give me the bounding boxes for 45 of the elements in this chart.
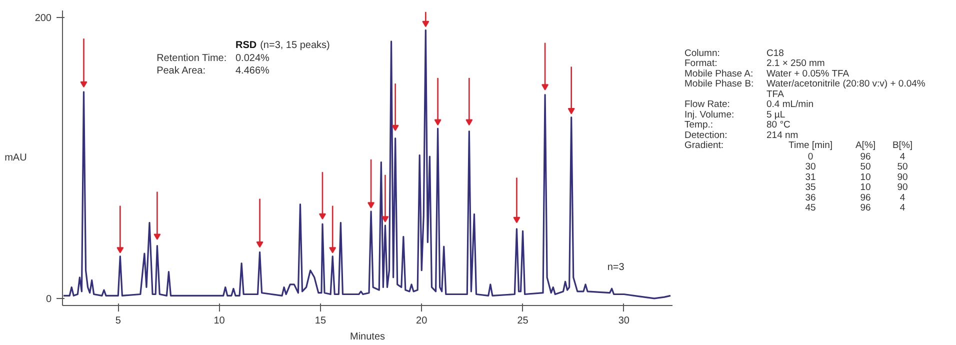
point (434, 119, 442, 126)
y-tick-label: 200 (34, 13, 52, 24)
x-tick-label: 10 (214, 316, 226, 326)
x-tick-label: 20 (416, 316, 428, 326)
text: 35 10 90 (805, 182, 908, 194)
x-axis-title: Minutes (350, 332, 386, 342)
text: Temp.: 80 °C (684, 120, 790, 131)
point (542, 84, 549, 90)
text: 45 96 4 (805, 202, 906, 214)
x-tick-label: 5 (115, 316, 122, 326)
annotation: RSD (n=3, 15 peaks) (235, 40, 330, 52)
text: Mobile Phase A: Water + 0.05% TFA (684, 68, 850, 80)
text: Inj. Volume: 5 µL (684, 109, 786, 120)
point (466, 119, 473, 126)
point (154, 234, 161, 240)
annotation: Retention Time: 0.024% (156, 52, 270, 64)
point (318, 213, 326, 220)
point (256, 241, 264, 248)
text: 0 96 4 (808, 151, 906, 162)
text: Detection: 214 nm (684, 130, 798, 141)
y-axis-title: mAU (4, 152, 27, 164)
point (116, 247, 124, 254)
line-series (62, 29, 672, 300)
point (80, 81, 88, 88)
text: Peak Area: 4.466% (156, 65, 270, 76)
text: Mobile Phase B: Water/acetonitrile (20:80 v:v) + 0.04% TFA (684, 78, 926, 100)
point (382, 216, 389, 222)
text: 30 50 50 (805, 162, 908, 173)
text: Gradient: Time [min] A[%] B[%] (684, 140, 913, 152)
text: Column: C18 (684, 48, 784, 59)
x-tick-label: 25 (517, 316, 529, 326)
point (422, 20, 430, 28)
text: 36 96 4 (805, 192, 906, 204)
point (329, 247, 336, 254)
x-tick-label: 30 (618, 316, 630, 326)
point (392, 124, 399, 132)
text: Flow Rate: 0.4 mL/min (684, 99, 814, 110)
x-tick-label: 15 (314, 316, 326, 326)
point (568, 108, 575, 114)
annotation: n=3 (607, 262, 625, 274)
text: Format: 2.1 × 250 mm (684, 58, 825, 70)
point (513, 216, 520, 224)
y-tick-label: 0 (46, 294, 52, 305)
text: 31 10 90 (805, 172, 908, 183)
point (368, 202, 375, 208)
